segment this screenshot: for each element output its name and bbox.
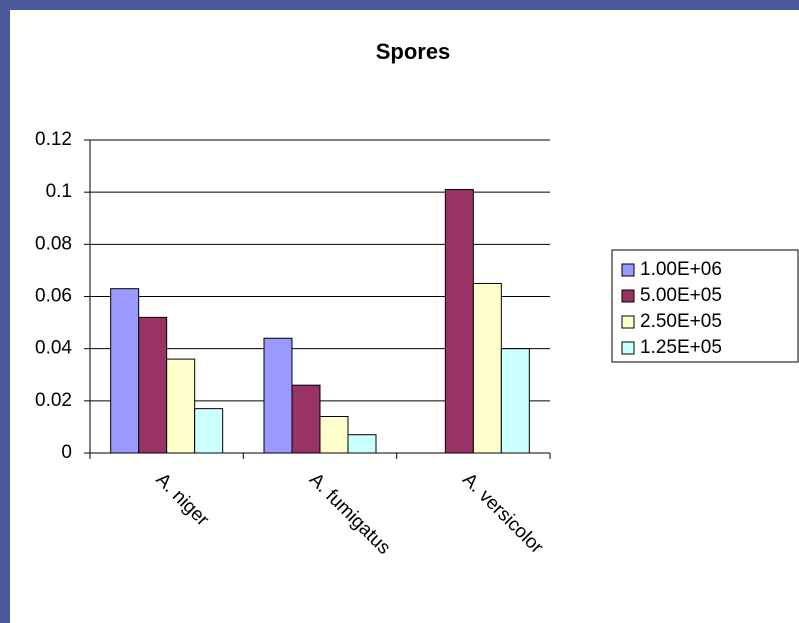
legend-label: 5.00E+05: [640, 285, 722, 306]
legend-label: 1.00E+06: [640, 259, 722, 280]
bar: [500, 348, 530, 454]
bar: [444, 189, 474, 454]
y-tick-label: 0.1: [46, 181, 72, 202]
bar: [319, 415, 349, 454]
legend-swatch: [621, 315, 635, 329]
legend-label: 2.50E+05: [640, 311, 722, 332]
legend-box: [611, 249, 799, 363]
legend-label: 1.25E+05: [640, 337, 722, 358]
y-tick-label: 0: [61, 442, 72, 463]
legend-swatch: [621, 289, 635, 303]
bar: [166, 358, 196, 454]
bar: [472, 282, 502, 454]
y-tick-label: 0.02: [35, 390, 72, 411]
bar: [194, 408, 224, 454]
bar: [291, 384, 321, 454]
bar: [110, 288, 140, 454]
chart-title: Spores: [376, 39, 451, 64]
bar: [263, 337, 293, 454]
legend-swatch: [621, 263, 635, 277]
bar: [138, 316, 168, 454]
legend-swatch: [621, 341, 635, 355]
y-tick-label: 0.08: [35, 233, 72, 254]
y-tick-label: 0.12: [35, 129, 72, 150]
y-tick-label: 0.04: [35, 338, 72, 359]
bar: [347, 434, 377, 454]
y-tick-label: 0.06: [35, 286, 72, 307]
